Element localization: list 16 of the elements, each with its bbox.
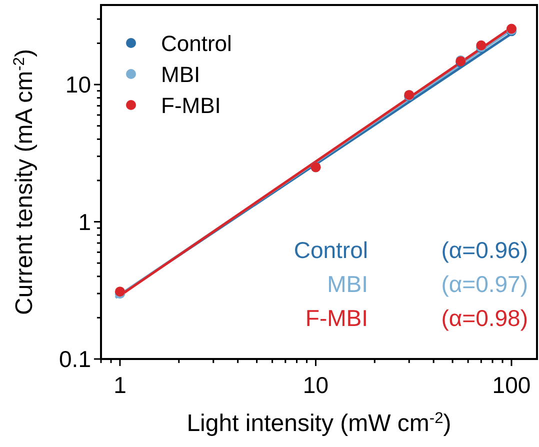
x-tick-label: 10 (302, 372, 329, 398)
y-tick-label: 0.1 (59, 346, 91, 372)
legend-label: F-MBI (161, 93, 221, 118)
y-tick-label: 10 (65, 72, 91, 98)
legend-label: Control (161, 31, 232, 56)
x-axis-title: Light intensity (mW cm$^{-2}$) (186, 410, 452, 437)
annotation: (α=0.96) (441, 237, 528, 263)
annotation: Control (294, 237, 368, 263)
y-tick-label: 1 (78, 208, 91, 235)
annotation: (α=0.98) (441, 305, 528, 331)
annotation: MBI (327, 271, 368, 297)
x-tick-label: 1 (114, 372, 126, 398)
legend-label: MBI (161, 62, 200, 87)
annotation: F-MBI (305, 305, 368, 331)
x-tick-label: 100 (492, 372, 531, 398)
annotation: (α=0.97) (441, 271, 528, 297)
